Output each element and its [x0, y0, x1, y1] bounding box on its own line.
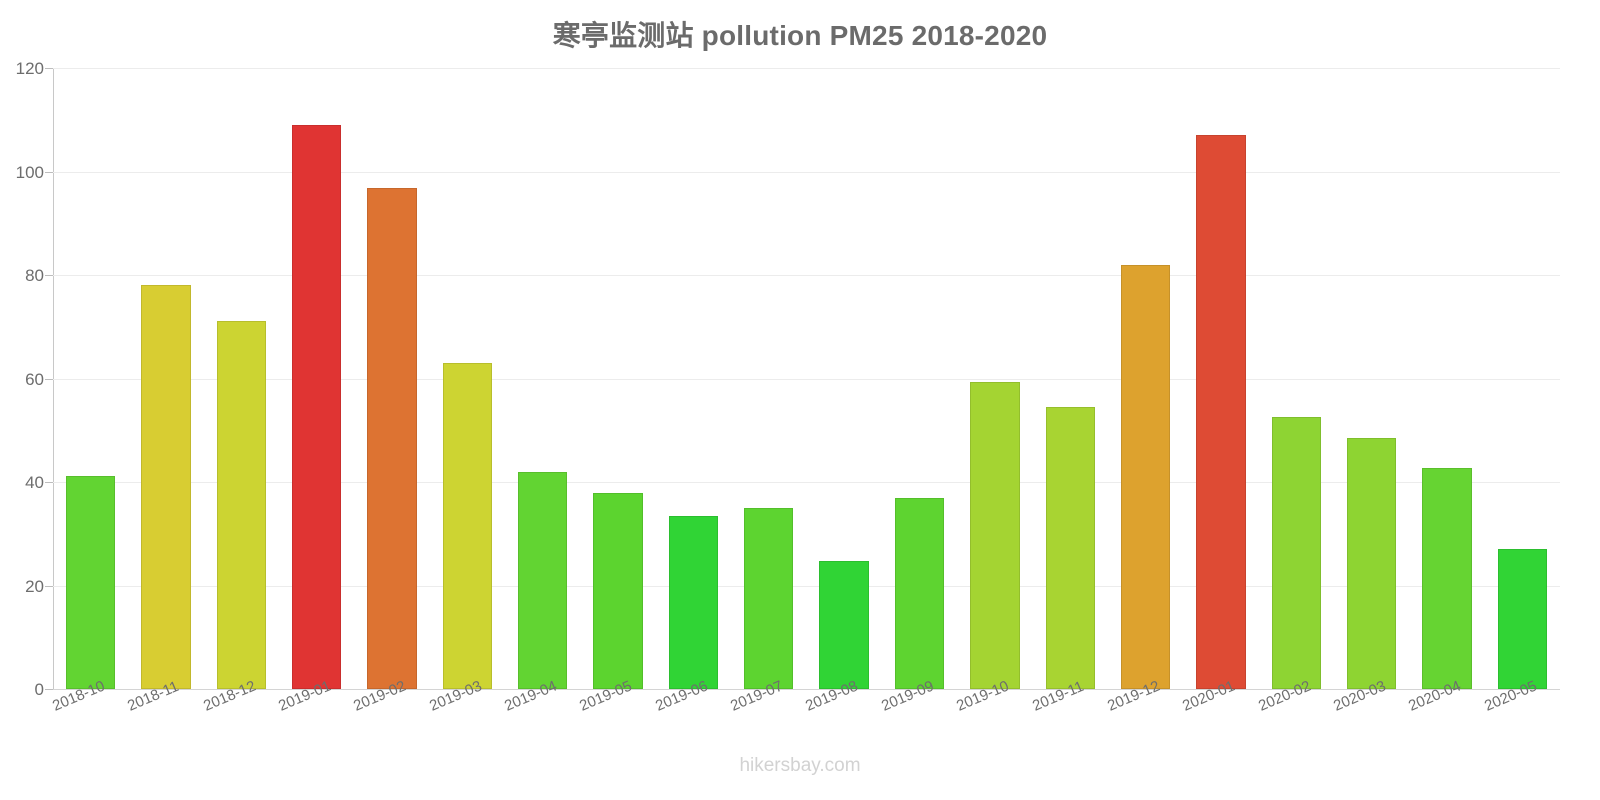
bar-2019-03[interactable]: [442, 362, 493, 689]
y-tick-mark-0: [45, 689, 54, 690]
chart-title: 寒亭监测站 pollution PM25 2018-2020: [552, 20, 1048, 51]
bar-2019-01[interactable]: [292, 124, 342, 689]
bar-2019-09[interactable]: [894, 498, 945, 689]
bar-2018-12[interactable]: [216, 320, 267, 689]
bar-2019-12[interactable]: [1120, 264, 1171, 689]
plot-area: [53, 68, 1560, 690]
y-axis-label-80: 80: [25, 266, 44, 285]
y-tick-mark-120: [45, 68, 54, 69]
gridline-60: [53, 378, 1560, 380]
bar-2019-02[interactable]: [367, 188, 417, 689]
y-tick-mark-60: [45, 378, 54, 380]
y-axis-label-20: 20: [25, 576, 44, 596]
y-axis-label-60: 60: [25, 369, 44, 389]
gridline-80: [53, 275, 1560, 276]
gridline-20: [53, 585, 1560, 587]
bar-2019-06[interactable]: [668, 516, 719, 689]
bar-2018-10[interactable]: [65, 475, 116, 689]
y-axis-label-0: 0: [34, 680, 44, 699]
bar-2019-08[interactable]: [819, 560, 869, 689]
gridline-120: [53, 68, 1560, 69]
gridline-0: [53, 689, 1560, 690]
bar-2020-05[interactable]: [1497, 549, 1547, 689]
bar-2019-10[interactable]: [970, 381, 1020, 689]
footer-credit: hikersbay.com: [739, 755, 861, 776]
bar-2020-02[interactable]: [1271, 417, 1321, 689]
bar-2020-03[interactable]: [1346, 437, 1397, 689]
bar-2019-05[interactable]: [593, 493, 643, 689]
y-tick-mark-20: [45, 585, 54, 587]
bar-2019-11[interactable]: [1045, 406, 1095, 689]
bar-2020-04[interactable]: [1422, 467, 1472, 689]
y-tick-mark-100: [45, 171, 54, 173]
y-axis-label-120: 120: [15, 59, 44, 78]
bar-2018-11[interactable]: [141, 285, 191, 689]
bar-2019-07[interactable]: [744, 507, 794, 689]
bar-2019-04[interactable]: [518, 471, 568, 689]
y-tick-mark-40: [45, 482, 54, 483]
y-axis-label-100: 100: [15, 162, 44, 182]
gridline-40: [53, 482, 1560, 483]
bar-2020-01[interactable]: [1196, 135, 1246, 689]
y-tick-mark-80: [45, 275, 54, 276]
gridline-100: [53, 171, 1560, 173]
y-axis-label-40: 40: [25, 473, 44, 492]
